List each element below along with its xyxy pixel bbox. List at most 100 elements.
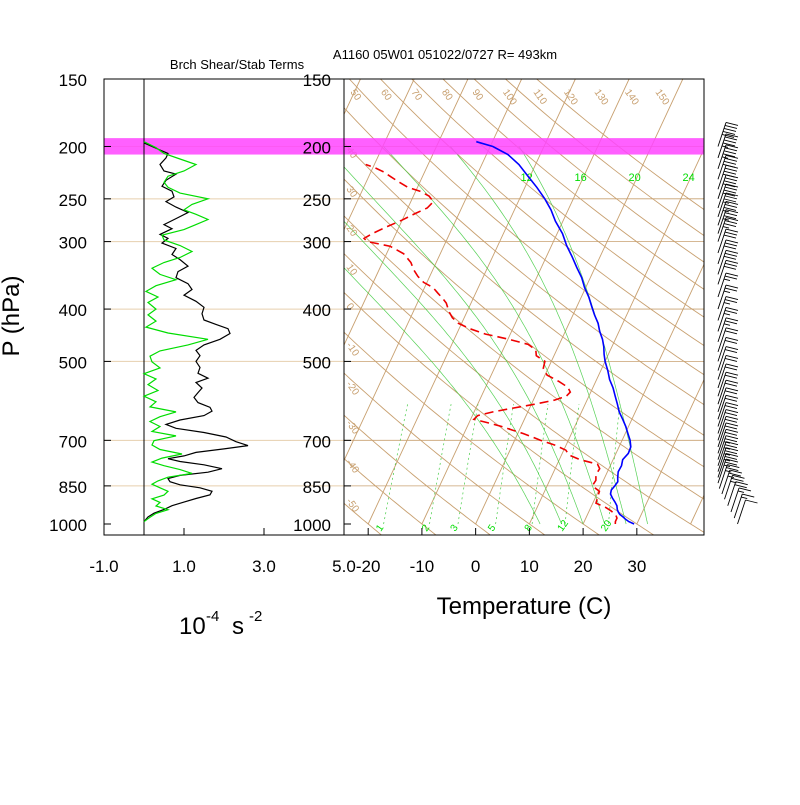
wind-barb-staff (717, 395, 727, 420)
y-axis-label: P (hPa) (0, 276, 25, 357)
wind-barb-staff (717, 165, 727, 190)
wind-barb-flag (725, 272, 739, 277)
wind-barb-200 (717, 122, 739, 147)
dry-adiabat--10 (344, 457, 437, 535)
dry-adiabat-130 (473, 79, 704, 263)
wind-barb-flag (722, 131, 736, 135)
right-panel-x-ticks: -20 -10 0 10 20 30 (356, 528, 646, 576)
wind-barb-flag (725, 387, 739, 392)
wind-barb-760 (717, 435, 739, 460)
wind-barb-flag (745, 499, 758, 504)
mixing-ratio-line-8 (531, 404, 549, 525)
wind-barb-flag (725, 209, 739, 214)
wind-barb-660 (717, 402, 739, 427)
right-ytick-label-850: 850 (303, 478, 331, 497)
wind-barb-flag (724, 212, 738, 217)
right-ytick-label-150: 150 (303, 71, 331, 90)
left-series-green-line (142, 141, 211, 523)
wind-barb-staff (717, 272, 727, 298)
wind-barb-flag (724, 299, 738, 303)
wind-barb-540 (717, 355, 739, 380)
mixing-ratio-line-12 (564, 404, 580, 525)
wind-barb-staff (717, 346, 727, 371)
left-x-label-unit: s (232, 613, 244, 640)
wind-barb-flag (723, 180, 737, 185)
wind-barb-flag (725, 183, 739, 188)
dry-adiabat-label-top-130: 130 (592, 87, 611, 107)
wind-barb-flag (725, 355, 739, 359)
left-panel-x-ticks: -1.0 1.0 3.0 5.0 (89, 528, 356, 576)
wind-barb-flag (726, 467, 739, 472)
right-highlight-band (344, 138, 704, 155)
wind-barb-820 (717, 453, 739, 478)
wind-barb-half-flag (723, 312, 731, 316)
left-ytick-label-1000: 1000 (49, 516, 87, 535)
wind-barb-staff (717, 239, 727, 265)
right-ytick-label-500: 500 (303, 353, 331, 372)
isotherm-20 (582, 263, 704, 525)
wind-barb-staff (727, 481, 737, 506)
wind-barb-flag (725, 415, 739, 420)
wind-barb-flag (724, 320, 738, 325)
left-highlight-band (104, 138, 344, 155)
mixing-ratio-label-3: 3 (449, 522, 461, 533)
wind-barb-flag (725, 327, 739, 332)
dry-adiabat-label-left--50: -50 (344, 496, 362, 515)
wind-barb-925 (727, 481, 748, 506)
wind-barb-500 (717, 336, 739, 362)
wind-barb-staff (737, 499, 746, 525)
wind-barb-flag (731, 477, 744, 482)
wind-barb-flag (723, 223, 737, 228)
dry-adiabat-50 (344, 215, 704, 500)
dry-adiabat-label-left-10: 10 (344, 262, 360, 278)
dry-adiabat-90 (348, 79, 704, 376)
wind-barb-250 (717, 174, 739, 199)
dry-adiabat-150 (536, 79, 704, 211)
left-panel-y-ticks: 150 200 250 300 400 500 700 850 1000 (49, 71, 111, 535)
wind-barb-flag (724, 242, 738, 247)
wind-barb-flag (723, 206, 737, 211)
wind-barb-half-flag (727, 475, 735, 478)
wind-barb-flag (724, 136, 738, 141)
wind-barb-half-flag (723, 323, 731, 326)
dry-adiabat-60 (344, 178, 704, 468)
temperature-profile-line (476, 140, 635, 525)
wind-barb-flag (724, 418, 738, 423)
moist-adiabat-label-16: 16 (575, 172, 587, 184)
wind-barb-flag (724, 366, 738, 371)
right-panel-y-ticks: 150 200 250 300 400 500 700 850 1000 (293, 71, 351, 535)
wind-barb-staff (717, 192, 727, 218)
wind-barb-260 (717, 183, 739, 209)
wind-barb-flag (721, 134, 735, 138)
wind-barb-staff (717, 296, 727, 321)
wind-barb-flag (724, 390, 738, 395)
wind-barb-half-flag (723, 290, 731, 294)
wind-barb-flag (724, 339, 738, 344)
wind-barb-staff (717, 209, 727, 234)
wind-barb-flag (724, 167, 738, 172)
wind-barb-flag (724, 405, 738, 409)
mixing-ratio-label-1: 1 (374, 522, 386, 533)
wind-barb-staff (717, 416, 727, 441)
wind-barb-flag (725, 217, 739, 222)
wind-barb-half-flag (722, 218, 730, 221)
dry-adiabat--40 (0, 63, 273, 536)
wind-barb-staff (717, 363, 727, 389)
wind-barb-flag (724, 382, 738, 387)
left-panel-title: Brch Shear/Stab Terms (170, 57, 305, 72)
wind-barb-staff (717, 422, 727, 448)
wind-barb-flag (725, 428, 739, 433)
right-ytick-label-1000: 1000 (293, 516, 331, 535)
wind-barb-flag (723, 128, 737, 132)
wind-barb-780 (717, 441, 739, 466)
dry-adiabat-label-top-150: 150 (653, 87, 672, 107)
wind-barb-flag (724, 262, 738, 267)
wind-barb-flag (723, 139, 737, 144)
wind-barb-flag (724, 438, 738, 443)
wind-barb-staff (717, 317, 727, 342)
left-x-axis-label: 10 -4 s -2 (179, 608, 262, 640)
wind-barb-staff (718, 464, 728, 489)
moist-adiabat-24 (383, 146, 605, 525)
mixing-ratio-label-5: 5 (486, 522, 498, 533)
wind-barb-staff (733, 493, 743, 519)
